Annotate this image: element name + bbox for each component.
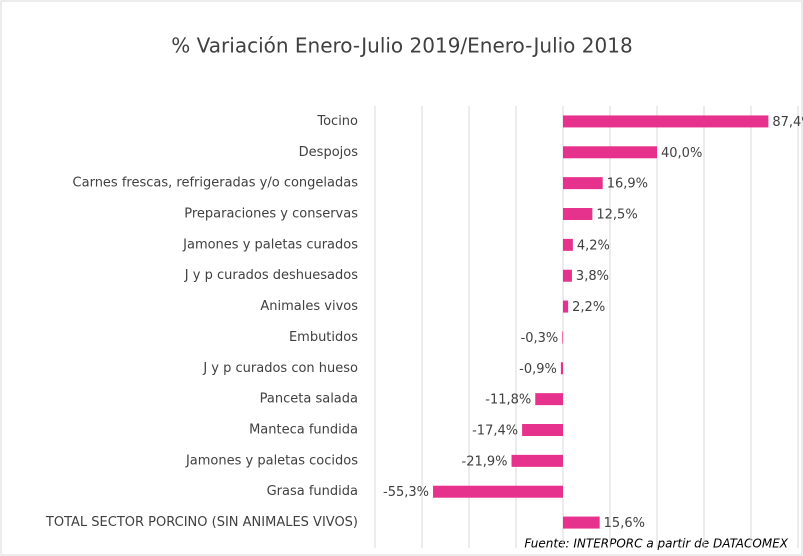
value-label: -11,8% — [485, 393, 531, 408]
bar — [563, 516, 600, 529]
category-label: J y p curados con hueso — [202, 361, 358, 376]
category-label: Carnes frescas, refrigeradas y/o congela… — [73, 176, 359, 191]
category-label: Grasa fundida — [267, 484, 358, 499]
bar — [535, 393, 563, 406]
value-label: -55,3% — [383, 485, 429, 500]
category-label: Panceta salada — [260, 392, 358, 407]
value-label: 2,2% — [572, 300, 605, 315]
value-label: -21,9% — [462, 454, 508, 469]
value-label: 12,5% — [596, 208, 637, 223]
category-label: Animales vivos — [260, 299, 358, 314]
value-label: 87,4% — [772, 115, 803, 130]
bar — [563, 208, 593, 220]
value-label: 15,6% — [604, 516, 645, 531]
bar — [511, 454, 563, 467]
category-label: Jamones y paletas cocidos — [185, 453, 358, 468]
bar — [563, 238, 573, 251]
category-label: TOTAL SECTOR PORCINO (SIN ANIMALES VIVOS… — [45, 515, 358, 530]
bar — [563, 146, 657, 159]
chart-title: % Variación Enero-Julio 2019/Enero-Julio… — [171, 34, 632, 58]
value-label: 3,8% — [576, 269, 609, 284]
bar — [560, 362, 563, 375]
category-label: Preparaciones y conservas — [184, 207, 358, 222]
value-label: 16,9% — [607, 177, 648, 192]
value-label: -0,3% — [521, 331, 559, 346]
category-label: Embutidos — [289, 330, 358, 345]
value-label: 40,0% — [661, 146, 702, 161]
value-label: -17,4% — [472, 424, 518, 439]
bar — [563, 115, 769, 128]
category-label: Tocino — [316, 114, 358, 129]
bar — [522, 424, 563, 436]
value-label: 4,2% — [577, 238, 610, 253]
value-label: -0,9% — [519, 362, 557, 377]
bar — [563, 177, 603, 190]
category-label: Despojos — [299, 145, 359, 160]
bar — [562, 331, 563, 344]
category-label: Jamones y paletas curados — [182, 237, 358, 252]
category-label: J y p curados deshuesados — [184, 268, 358, 283]
bar — [433, 485, 563, 498]
bar — [563, 300, 569, 313]
category-label: Manteca fundida — [249, 423, 358, 438]
bar — [563, 269, 572, 282]
